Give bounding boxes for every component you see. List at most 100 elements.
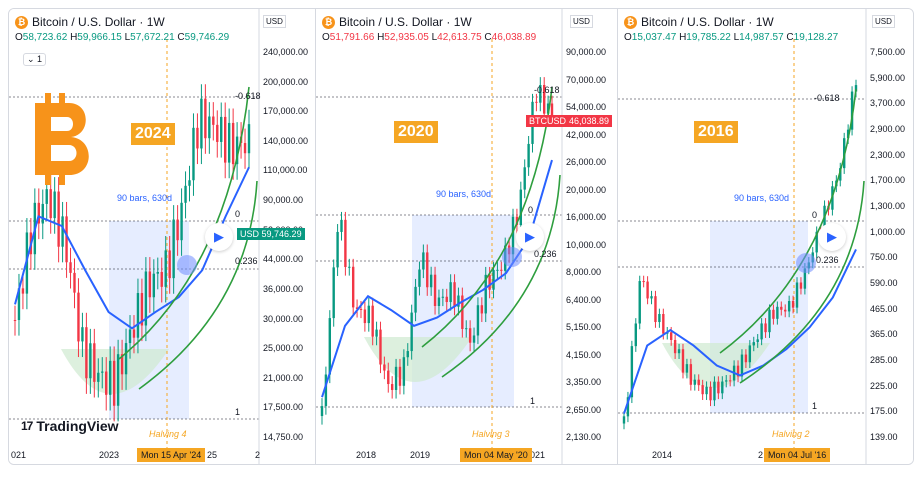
- candle-body: [546, 103, 550, 114]
- symbol-title[interactable]: ₿ Bitcoin / U.S. Dollar · 1W: [15, 15, 165, 29]
- candle-body: [387, 370, 390, 385]
- candle-body: [132, 329, 136, 338]
- chart-panel-2016[interactable]: ₿ Bitcoin / U.S. Dollar · 1W O15,037.47 H…: [617, 9, 914, 464]
- candle-body: [760, 323, 763, 340]
- y-tick: 25,000.00: [263, 343, 304, 354]
- candle-body: [752, 342, 755, 346]
- candle-body: [484, 274, 487, 314]
- candle-body: [689, 364, 693, 385]
- candle-body: [488, 274, 491, 290]
- candle-body: [235, 136, 239, 165]
- chart-panel-2024[interactable]: ₿ Bitcoin / U.S. Dollar · 1W O58,723.62 H…: [9, 9, 315, 464]
- fib-level-neg0618: -0.618: [235, 91, 261, 101]
- last-price-tag: USD 59,746.29: [237, 228, 305, 240]
- y-tick: 139.00: [870, 432, 898, 442]
- parabolic-arc: [719, 88, 857, 354]
- candle-body: [204, 98, 207, 139]
- y-tick: 140,000.00: [263, 135, 309, 146]
- candle-body: [227, 122, 231, 163]
- candle-body: [105, 371, 108, 395]
- candle-body: [172, 219, 175, 279]
- last-price-tag: 46,038.89: [566, 115, 613, 127]
- candle-body: [156, 271, 159, 274]
- candle-body: [728, 380, 732, 382]
- symbol-title[interactable]: ₿ Bitcoin / U.S. Dollar · 1W: [624, 15, 774, 29]
- bitcoin-coin-icon: ₿: [624, 15, 637, 29]
- breakout-marker: [502, 247, 522, 267]
- y-tick: 285.00: [870, 355, 898, 365]
- moving-average-line: [14, 166, 250, 330]
- candle-body: [654, 296, 657, 323]
- candle-body: [216, 124, 219, 142]
- bars-range-label: 90 bars, 630d: [436, 189, 492, 199]
- candle-body: [406, 351, 409, 358]
- candle-body: [196, 127, 199, 149]
- y-tick: 110,000.00: [263, 165, 308, 176]
- chart-plot-2020[interactable]: [316, 9, 618, 464]
- candle-body: [437, 297, 441, 306]
- candle-body: [332, 267, 335, 319]
- candle-body: [426, 252, 429, 288]
- candle-body: [73, 272, 76, 293]
- candle-body: [379, 329, 382, 365]
- y-tick: 16,000.00: [566, 212, 607, 222]
- candle-body: [140, 293, 144, 326]
- y-tick: 365.00: [870, 329, 898, 340]
- candle-body: [231, 122, 235, 165]
- candle-body: [168, 250, 171, 279]
- candle-body: [220, 116, 223, 142]
- candle-body: [642, 281, 645, 283]
- candle-body: [622, 416, 626, 424]
- play-icon[interactable]: ▶: [516, 223, 544, 251]
- candle-body: [398, 366, 402, 386]
- y-tick: 750.00: [870, 252, 898, 263]
- candle-body: [697, 379, 700, 386]
- chart-plot-2016[interactable]: [618, 9, 914, 464]
- x-tick: 021: [11, 450, 27, 460]
- price-scale-unit[interactable]: USD: [872, 15, 895, 28]
- y-tick: 36,000.00: [263, 283, 304, 294]
- chart-plot-2024[interactable]: [9, 9, 315, 464]
- symbol-price-tag: BTCUSD: [526, 115, 570, 127]
- collapse-legend-button[interactable]: ⌄ 1: [23, 53, 47, 66]
- price-scale-unit[interactable]: USD: [570, 15, 593, 28]
- candle-body: [89, 343, 92, 379]
- play-icon[interactable]: ▶: [205, 223, 233, 251]
- candle-body: [45, 189, 48, 204]
- candle-body: [136, 293, 140, 338]
- candle-body: [721, 381, 724, 394]
- fib-level-1: 1: [812, 401, 818, 411]
- candle-body: [41, 203, 44, 224]
- candle-body: [685, 364, 689, 373]
- candle-body: [212, 116, 215, 125]
- candle-body: [37, 202, 40, 224]
- candle-body: [736, 365, 740, 377]
- price-scale-unit[interactable]: USD: [263, 15, 286, 28]
- y-tick: 1,700.00: [870, 175, 906, 186]
- candle-body: [101, 371, 104, 373]
- parabolic-arc: [441, 174, 561, 378]
- candle-body: [180, 202, 183, 241]
- fib-level-0236: 0.236: [816, 255, 839, 265]
- candle-body: [535, 101, 538, 103]
- candle-body: [243, 143, 247, 154]
- y-tick: 21,000.00: [263, 372, 304, 383]
- fib-level-neg0618: -0.618: [814, 93, 840, 103]
- candle-body: [846, 129, 850, 139]
- candle-body: [402, 357, 406, 386]
- chart-panel-2020[interactable]: ₿ Bitcoin / U.S. Dollar · 1W O51,791.66 H…: [315, 9, 618, 464]
- symbol-title[interactable]: ₿ Bitcoin / U.S. Dollar · 1W: [322, 15, 472, 29]
- ohlc-readout: O15,037.47 H19,785.22 L14,987.57 C19,128…: [624, 32, 839, 43]
- candle-body: [81, 327, 84, 342]
- candle-body: [371, 305, 374, 337]
- tradingview-logo[interactable]: 17 TradingView: [21, 418, 119, 434]
- candle-body: [795, 282, 799, 308]
- crosshair-date-label: Mon 04 Jul '16: [764, 448, 831, 462]
- play-icon[interactable]: ▶: [818, 223, 846, 251]
- candle-body: [148, 271, 152, 298]
- candle-body: [108, 360, 112, 395]
- ohlc-readout: O51,791.66 H52,935.05 L42,613.75 C46,038…: [322, 32, 537, 43]
- candle-body: [539, 85, 542, 103]
- candle-body: [646, 281, 649, 299]
- candle-body: [340, 219, 343, 232]
